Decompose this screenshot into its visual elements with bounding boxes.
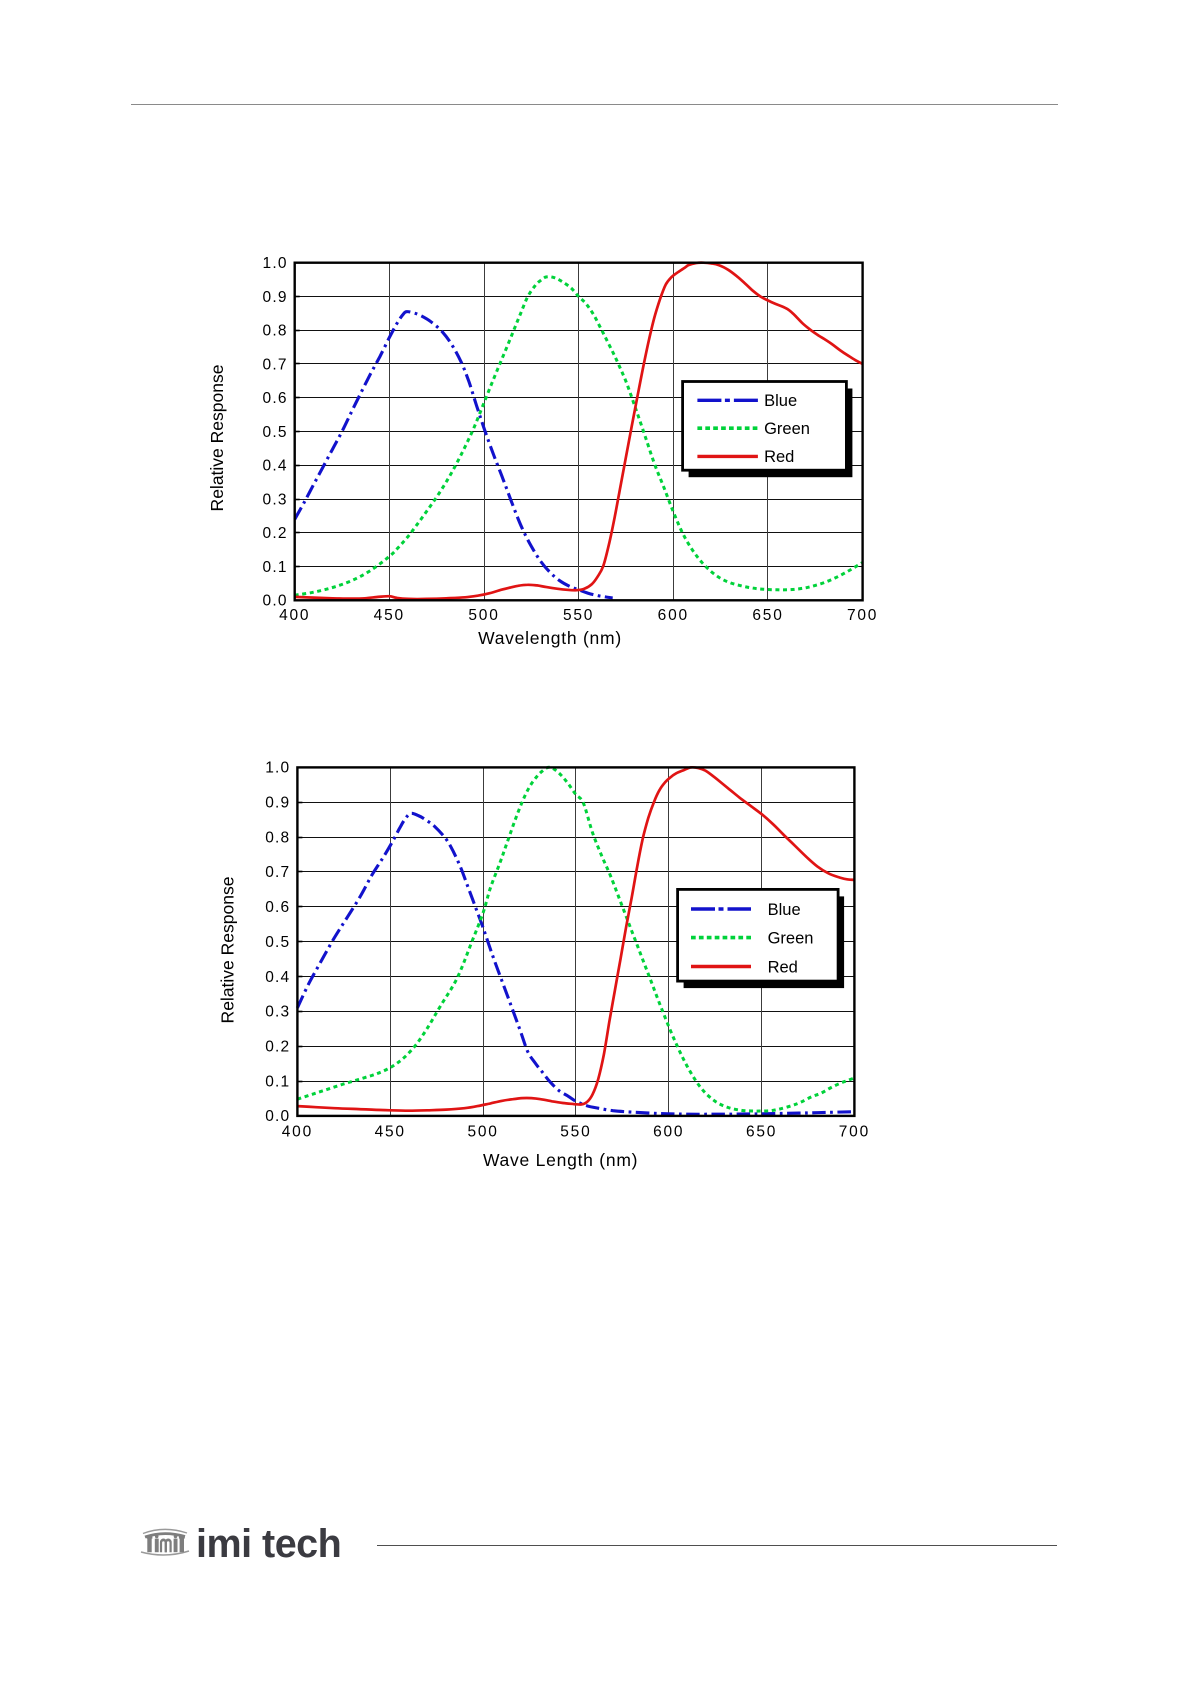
svg-text:Red: Red [768,958,798,976]
svg-text:550: 550 [560,1124,591,1141]
svg-text:Red: Red [764,448,794,466]
svg-text:650: 650 [752,607,783,624]
svg-text:0.0: 0.0 [263,593,288,610]
svg-text:Green: Green [764,420,810,438]
svg-text:0.5: 0.5 [265,934,290,951]
svg-text:400: 400 [279,607,310,624]
svg-text:0.2: 0.2 [265,1039,290,1056]
svg-text:Blue: Blue [764,392,797,410]
svg-text:Relative Response: Relative Response [207,365,227,512]
svg-text:0.8: 0.8 [263,323,288,340]
svg-text:0.3: 0.3 [263,491,288,508]
svg-text:400: 400 [282,1124,313,1141]
svg-text:Wave Length (nm): Wave Length (nm) [483,1150,638,1170]
svg-text:450: 450 [375,1124,406,1141]
svg-text:500: 500 [468,607,499,624]
svg-text:Relative Response: Relative Response [218,877,238,1024]
svg-text:0.5: 0.5 [263,424,288,441]
svg-text:0.4: 0.4 [265,969,290,986]
svg-text:0.9: 0.9 [265,795,290,812]
svg-text:Wavelength (nm): Wavelength (nm) [478,628,622,648]
svg-text:Green: Green [768,929,814,947]
svg-text:600: 600 [653,1124,684,1141]
svg-text:650: 650 [746,1124,777,1141]
svg-text:600: 600 [658,607,689,624]
svg-text:0.4: 0.4 [263,458,288,475]
svg-text:0.3: 0.3 [265,1004,290,1021]
svg-text:imi tech: imi tech [196,1522,341,1566]
svg-text:500: 500 [467,1124,498,1141]
svg-text:0.1: 0.1 [263,559,288,576]
svg-text:0.6: 0.6 [263,390,288,407]
svg-text:550: 550 [563,607,594,624]
svg-text:1.0: 1.0 [265,760,290,777]
svg-text:0.9: 0.9 [263,289,288,306]
svg-text:700: 700 [839,1124,870,1141]
svg-text:1.0: 1.0 [263,255,288,272]
svg-text:0.0: 0.0 [265,1108,290,1125]
svg-text:0.7: 0.7 [265,864,290,881]
svg-text:0.8: 0.8 [265,829,290,846]
svg-text:0.2: 0.2 [263,525,288,542]
svg-text:450: 450 [374,607,405,624]
svg-text:0.7: 0.7 [263,356,288,373]
svg-text:0.1: 0.1 [265,1073,290,1090]
svg-text:Blue: Blue [768,901,801,919]
svg-text:700: 700 [847,607,878,624]
svg-text:0.6: 0.6 [265,899,290,916]
